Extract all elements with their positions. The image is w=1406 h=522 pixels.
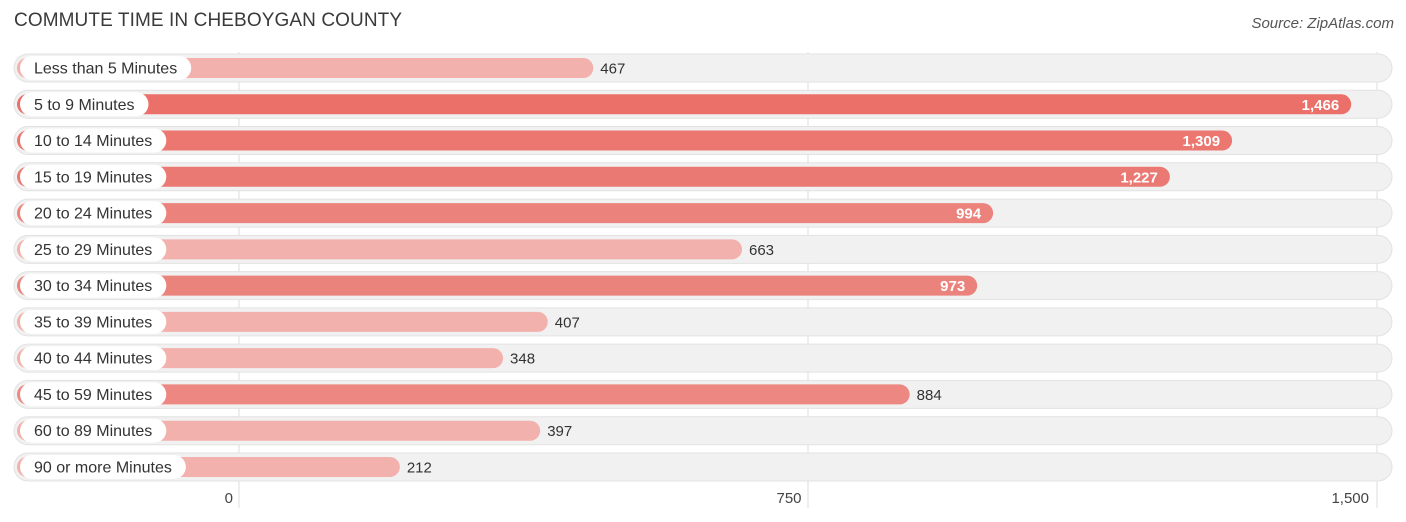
category-pill (20, 92, 149, 117)
value-label: 212 (407, 459, 432, 476)
category-label: 35 to 39 Minutes (34, 314, 152, 331)
category-pill (20, 382, 167, 407)
tick-label: 1,500 (1331, 490, 1369, 507)
value-label: 884 (917, 387, 942, 404)
category-label: 30 to 34 Minutes (34, 278, 152, 295)
value-label: 973 (940, 278, 965, 295)
category-pill (20, 201, 167, 226)
category-pill (20, 418, 167, 443)
category-pill (20, 346, 167, 371)
value-label: 1,466 (1302, 97, 1340, 114)
bar-row: 20 to 24 Minutes 994 (13, 198, 1393, 228)
category-label: 25 to 29 Minutes (34, 242, 152, 259)
category-label: 40 to 44 Minutes (34, 351, 152, 368)
category-pill (20, 56, 192, 80)
chart-source: Source: ZipAtlas.com (1251, 15, 1394, 32)
category-label: 15 to 19 Minutes (34, 169, 152, 186)
value-label: 1,309 (1183, 133, 1221, 150)
ticks-layer: 0 750 1,500 (225, 490, 1369, 507)
bar (17, 239, 742, 260)
tick-label: 0 (225, 490, 233, 507)
bar-row: 10 to 14 Minutes 1,309 (13, 126, 1393, 156)
chart-title: COMMUTE TIME IN CHEBOYGAN COUNTY (14, 10, 403, 31)
bar (17, 384, 910, 405)
bar (17, 94, 1352, 115)
category-pill (20, 237, 167, 262)
category-pill (20, 273, 167, 298)
category-pill (20, 454, 186, 479)
category-label: 5 to 9 Minutes (34, 97, 135, 114)
category-label: 20 to 24 Minutes (34, 206, 152, 223)
category-label: 45 to 59 Minutes (34, 387, 152, 404)
category-pill (20, 309, 167, 334)
bar-row: 25 to 29 Minutes 663 (13, 234, 1393, 264)
bar-row: 30 to 34 Minutes 973 (13, 271, 1393, 301)
bar-row: 40 to 44 Minutes 348 (13, 343, 1393, 373)
value-label: 663 (749, 242, 774, 259)
bar-row: 5 to 9 Minutes 1,466 (13, 89, 1393, 119)
category-label: Less than 5 Minutes (34, 61, 177, 78)
category-pill (20, 128, 167, 153)
rows-layer: Less than 5 Minutes 467 5 to 9 Minutes 1,46… (13, 53, 1393, 482)
category-label: 10 to 14 Minutes (34, 133, 152, 150)
bar-row: 90 or more Minutes 212 (13, 452, 1393, 482)
value-label: 348 (510, 351, 535, 368)
value-label: 467 (600, 61, 625, 78)
bar-row: 60 to 89 Minutes 397 (13, 416, 1393, 446)
bar-row: 45 to 59 Minutes 884 (13, 379, 1393, 409)
value-label: 407 (555, 314, 580, 331)
bar-row: Less than 5 Minutes 467 (13, 53, 1393, 83)
bar (17, 130, 1233, 151)
bar (17, 166, 1170, 187)
tick-label: 750 (776, 490, 801, 507)
category-label: 90 or more Minutes (34, 459, 172, 476)
bar-row: 35 to 39 Minutes 407 (13, 307, 1393, 337)
bar (17, 203, 994, 224)
value-label: 994 (956, 206, 982, 223)
value-label: 397 (547, 423, 572, 440)
category-pill (20, 164, 167, 189)
bar-row: 15 to 19 Minutes 1,227 (13, 162, 1393, 192)
category-label: 60 to 89 Minutes (34, 423, 152, 440)
bar (17, 275, 978, 296)
value-label: 1,227 (1120, 169, 1158, 186)
